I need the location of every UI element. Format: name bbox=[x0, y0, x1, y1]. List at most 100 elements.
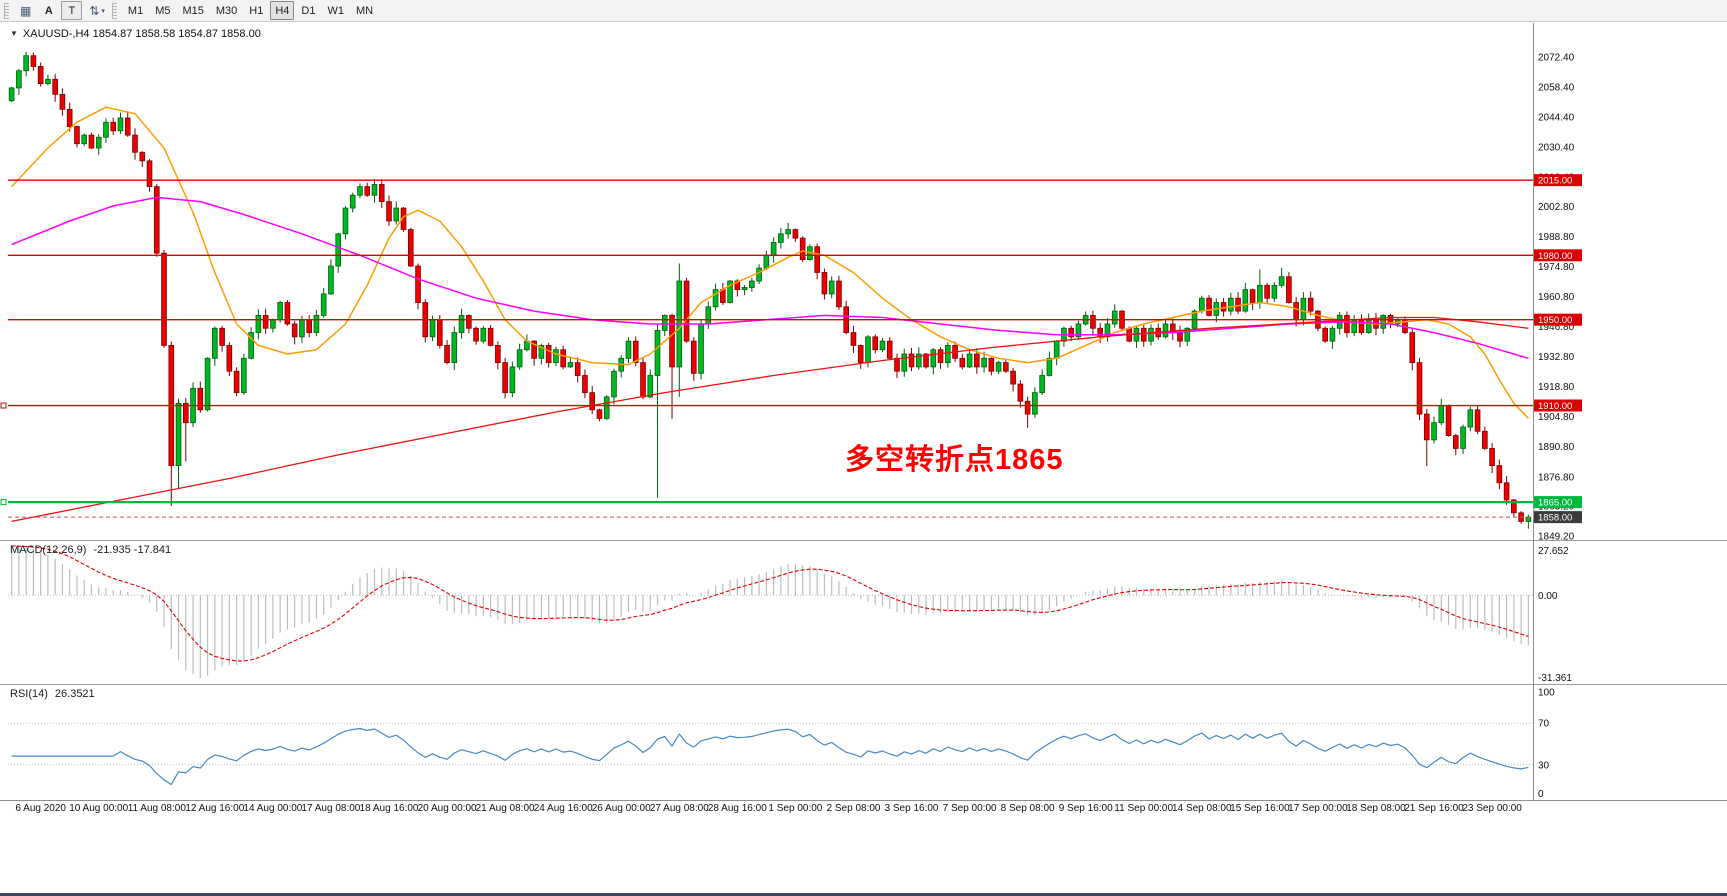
svg-text:2015.00: 2015.00 bbox=[1538, 176, 1572, 187]
dropdown-caret-icon: ▾ bbox=[101, 7, 105, 15]
price-axis[interactable]: 2072.402058.402044.402030.402016.402002.… bbox=[1538, 53, 1575, 541]
price-level-badge bbox=[1534, 496, 1582, 509]
timeframe-button-MN[interactable]: MN bbox=[351, 1, 378, 20]
time-axis-label: 20 Aug 00:00 bbox=[417, 803, 477, 814]
time-axis-label: 23 Sep 00:00 bbox=[1462, 803, 1522, 814]
svg-text:1865.00: 1865.00 bbox=[1538, 498, 1572, 509]
svg-text:0: 0 bbox=[1538, 789, 1544, 800]
timeframe-button-M15[interactable]: M15 bbox=[177, 1, 208, 20]
time-axis-label: 11 Aug 08:00 bbox=[127, 803, 186, 814]
ma-mid-line bbox=[11, 196, 1529, 360]
svg-text:1980.00: 1980.00 bbox=[1538, 251, 1572, 262]
main-chart[interactable]: 2072.402058.402044.402030.402016.402002.… bbox=[0, 23, 1727, 540]
cursor-arrows-icon: ⇅ bbox=[89, 3, 100, 18]
macd-values: -21.935 -17.841 bbox=[93, 544, 172, 556]
svg-text:1904.80: 1904.80 bbox=[1538, 412, 1575, 423]
svg-text:2072.40: 2072.40 bbox=[1538, 53, 1575, 64]
svg-text:1960.80: 1960.80 bbox=[1538, 292, 1575, 303]
macd-panel[interactable]: 27.652 0.00 -31.361 bbox=[0, 540, 1727, 684]
svg-text:2044.40: 2044.40 bbox=[1538, 113, 1575, 124]
chart-annotation-text: 多空转折点1865 bbox=[845, 444, 1064, 476]
level-edge-marker[interactable] bbox=[0, 499, 7, 506]
rsi-indicator-label: RSI(14) 26.3521 bbox=[10, 688, 95, 700]
time-axis-label: 1 Sep 00:00 bbox=[768, 803, 823, 814]
time-axis-label: 17 Sep 00:00 bbox=[1288, 803, 1348, 814]
time-axis-label: 7 Sep 00:00 bbox=[942, 803, 997, 814]
ma-fast-line bbox=[11, 106, 1529, 419]
candles bbox=[8, 51, 1532, 529]
rsi-panel[interactable]: 100 70 30 0 bbox=[0, 684, 1727, 800]
time-axis[interactable]: 6 Aug 2020 10 Aug 00:00 11 Aug 08:00 12 Aug… bbox=[0, 800, 1727, 815]
svg-text:1849.20: 1849.20 bbox=[1538, 532, 1575, 541]
level-edge-marker[interactable] bbox=[0, 402, 7, 409]
price-level-badge bbox=[1534, 249, 1582, 262]
toolbar-grip[interactable] bbox=[4, 2, 9, 19]
time-axis-label: 14 Aug 00:00 bbox=[243, 803, 303, 814]
timeframe-button-H1[interactable]: H1 bbox=[244, 1, 268, 20]
arrow-style-icon: A bbox=[44, 4, 53, 17]
rsi-line bbox=[11, 727, 1529, 786]
svg-text:1932.80: 1932.80 bbox=[1538, 352, 1575, 363]
macd-histogram bbox=[11, 546, 1529, 678]
timeframe-button-M5[interactable]: M5 bbox=[150, 1, 175, 20]
svg-text:1946.80: 1946.80 bbox=[1538, 322, 1575, 333]
arrow-style-button[interactable]: A bbox=[38, 1, 59, 20]
macd-name: MACD(12,26,9) bbox=[10, 544, 87, 556]
chart-title-text: XAUUSD-,H4 1854.87 1858.58 1854.87 1858.… bbox=[22, 28, 261, 40]
timeframe-button-W1[interactable]: W1 bbox=[322, 1, 349, 20]
macd-signal-line bbox=[11, 545, 1529, 662]
time-axis-label: 18 Aug 16:00 bbox=[359, 803, 419, 814]
time-axis-label: 15 Sep 16:00 bbox=[1230, 803, 1290, 814]
time-axis-label: 21 Aug 08:00 bbox=[475, 803, 535, 814]
timeframe-button-M30[interactable]: M30 bbox=[211, 1, 242, 20]
rsi-value: 26.3521 bbox=[54, 688, 95, 700]
svg-text:30: 30 bbox=[1538, 760, 1550, 771]
svg-text:1918.80: 1918.80 bbox=[1538, 382, 1575, 393]
price-level-badge bbox=[1534, 313, 1582, 326]
price-level-badge bbox=[1534, 399, 1582, 412]
toolbar: ▦ A T ⇅ ▾ M1 M5 M15 M30 H1 H4 D1 W1 MN bbox=[0, 0, 1727, 22]
symbol-collapse-icon[interactable]: ▼ bbox=[10, 29, 18, 38]
timeframe-button-D1[interactable]: D1 bbox=[296, 1, 320, 20]
svg-text:1876.80: 1876.80 bbox=[1538, 472, 1575, 483]
macd-indicator-label: MACD(12,26,9) -21.935 -17.841 bbox=[10, 544, 171, 556]
time-axis-label: 11 Sep 00:00 bbox=[1114, 803, 1174, 814]
time-axis-label: 14 Sep 08:00 bbox=[1172, 803, 1232, 814]
time-axis-label: 3 Sep 16:00 bbox=[884, 803, 939, 814]
text-tool-icon: T bbox=[68, 4, 76, 17]
svg-text:1950.00: 1950.00 bbox=[1538, 315, 1572, 326]
chart-grid-icon-button[interactable]: ▦ bbox=[15, 1, 36, 20]
timeframe-button-M1[interactable]: M1 bbox=[123, 1, 148, 20]
time-axis-label: 26 Aug 00:00 bbox=[591, 803, 651, 814]
svg-text:-31.361: -31.361 bbox=[1538, 673, 1572, 684]
grid-icon: ▦ bbox=[20, 3, 32, 18]
svg-text:70: 70 bbox=[1538, 719, 1550, 730]
svg-text:0.00: 0.00 bbox=[1538, 591, 1558, 602]
timeframe-button-H4[interactable]: H4 bbox=[270, 1, 295, 20]
chart-title: ▼ XAUUSD-,H4 1854.87 1858.58 1854.87 1858… bbox=[10, 28, 261, 40]
svg-text:1890.80: 1890.80 bbox=[1538, 442, 1575, 453]
toolbar-grip-2[interactable] bbox=[111, 2, 117, 19]
svg-text:1988.80: 1988.80 bbox=[1538, 232, 1575, 243]
price-level-badge bbox=[1534, 174, 1582, 187]
text-tool-button[interactable]: T bbox=[61, 1, 83, 20]
time-axis-label: 21 Sep 16:00 bbox=[1404, 803, 1464, 814]
time-axis-label: 8 Sep 08:00 bbox=[1000, 803, 1055, 814]
svg-text:1910.00: 1910.00 bbox=[1538, 401, 1572, 412]
window-bottom-edge bbox=[0, 893, 1727, 896]
svg-text:1974.80: 1974.80 bbox=[1538, 262, 1575, 273]
time-axis-label: 9 Sep 16:00 bbox=[1058, 803, 1113, 814]
time-axis-label: 27 Aug 08:00 bbox=[649, 803, 709, 814]
bid-price-badge bbox=[1534, 511, 1582, 524]
svg-text:2002.80: 2002.80 bbox=[1538, 202, 1575, 213]
ma-slow-line bbox=[11, 316, 1529, 523]
time-axis-label: 12 Aug 16:00 bbox=[185, 803, 245, 814]
svg-text:100: 100 bbox=[1538, 688, 1555, 699]
svg-text:2058.40: 2058.40 bbox=[1538, 83, 1575, 94]
cursor-tool-button[interactable]: ⇅ ▾ bbox=[84, 1, 110, 20]
time-axis-label: 6 Aug 2020 bbox=[15, 803, 66, 814]
svg-text:1858.00: 1858.00 bbox=[1538, 513, 1572, 524]
time-axis-label: 17 Aug 08:00 bbox=[301, 803, 361, 814]
rsi-name: RSI(14) bbox=[10, 688, 48, 700]
time-axis-label: 2 Sep 08:00 bbox=[826, 803, 881, 814]
